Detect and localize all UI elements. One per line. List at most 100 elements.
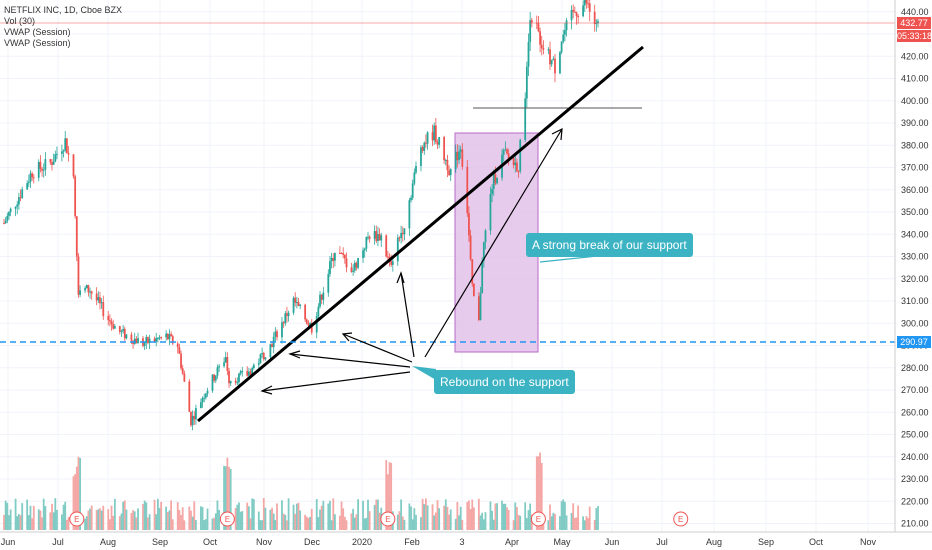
volume-bar	[61, 514, 63, 530]
candle-body	[206, 390, 209, 394]
volume-bar	[190, 510, 192, 530]
volume-bar	[257, 511, 260, 530]
candle-body	[575, 12, 578, 17]
volume-bar	[434, 512, 437, 530]
volume-bar	[547, 520, 550, 530]
volume-bar	[77, 456, 80, 530]
annotation-break[interactable]: A strong break of our support	[526, 233, 693, 257]
volume-bar	[504, 503, 507, 530]
candle-body	[234, 380, 237, 383]
candle-body	[527, 42, 530, 67]
volume-bar	[79, 457, 82, 530]
candle-body	[466, 166, 469, 214]
volume-bar	[575, 517, 578, 530]
legend-symbol: NETFLIX INC, 1D, Cboe BZX	[4, 5, 123, 15]
candle-body	[343, 254, 346, 259]
volume-bar	[62, 504, 65, 530]
volume-bar	[396, 514, 399, 530]
candle-body	[345, 258, 348, 268]
volume-bar	[229, 469, 232, 530]
y-tick-label: 310.00	[901, 296, 929, 306]
earnings-marker[interactable]	[219, 511, 235, 527]
volume-bar	[147, 517, 149, 530]
earnings-marker[interactable]	[380, 511, 396, 527]
candle-body	[37, 161, 40, 178]
volume-bar	[319, 509, 321, 530]
candle-body	[9, 208, 12, 212]
volume-bar	[224, 466, 227, 530]
price-axis-bg	[895, 0, 932, 532]
candle-body	[317, 306, 320, 317]
candle-body	[398, 237, 401, 239]
volume-bar	[332, 498, 335, 530]
volume-bar	[458, 515, 460, 530]
countdown-tag: 05:33:18	[897, 30, 932, 42]
volume-bar	[459, 506, 462, 530]
earnings-marker[interactable]	[673, 511, 689, 527]
candle-body	[216, 367, 219, 376]
candle-body	[519, 139, 522, 172]
x-tick-label: 3	[459, 537, 464, 547]
candle-body	[537, 22, 540, 32]
volume-bar	[21, 503, 24, 530]
candle-body	[554, 58, 556, 74]
candle-body	[375, 231, 378, 241]
candle-body	[75, 216, 78, 257]
volume-bar	[176, 502, 179, 530]
volume-bar	[436, 500, 439, 530]
volume-bar	[423, 504, 426, 530]
x-tick-label: Dec	[304, 537, 321, 547]
volume-bar	[74, 474, 77, 530]
candle-body	[577, 16, 580, 18]
volume-bar	[411, 519, 414, 530]
volume-bar	[65, 519, 68, 530]
volume-bar	[539, 452, 541, 530]
candle-body	[61, 151, 63, 154]
volume-bar	[90, 505, 93, 530]
volume-bar	[506, 507, 508, 530]
volume-bar	[170, 500, 173, 530]
volume-bar	[130, 512, 133, 530]
candle-body	[559, 52, 561, 74]
candle-body	[56, 153, 58, 155]
candle-body	[408, 200, 411, 229]
volume-bar	[368, 511, 371, 530]
annotation-rebound[interactable]: Rebound on the support	[434, 370, 575, 394]
trendline[interactable]	[197, 45, 644, 423]
candle-body	[322, 292, 325, 300]
candle-body	[539, 31, 541, 45]
volume-bar	[340, 501, 343, 530]
candle-body	[16, 204, 19, 207]
volume-bar	[145, 502, 148, 530]
candle-body	[158, 337, 161, 339]
candle-body	[241, 371, 244, 373]
volume-bar	[239, 511, 242, 530]
y-tick-label: 320.00	[901, 274, 929, 284]
volume-bar	[456, 501, 459, 530]
volume-bar	[491, 510, 494, 530]
volume-bar	[525, 518, 528, 530]
volume-bar	[272, 513, 275, 530]
candle-body	[426, 132, 429, 144]
candle-body	[51, 162, 53, 165]
volume-bar	[529, 503, 532, 530]
candle-body	[102, 302, 105, 317]
volume-bar	[67, 517, 70, 530]
candle-body	[377, 233, 379, 241]
candle-body	[458, 151, 460, 161]
candle-body	[542, 48, 545, 50]
volume-bar	[181, 507, 184, 530]
candle-body	[550, 60, 553, 65]
earnings-marker[interactable]	[69, 511, 85, 527]
candle-body	[137, 338, 139, 344]
candle-body	[492, 174, 495, 189]
candle-body	[386, 256, 389, 258]
volume-bar	[461, 519, 464, 530]
candle-body	[274, 331, 277, 337]
x-tick-label: Nov	[860, 537, 877, 547]
arrows[interactable]	[260, 127, 563, 395]
candle-body	[181, 368, 184, 374]
earnings-marker[interactable]	[530, 511, 546, 527]
